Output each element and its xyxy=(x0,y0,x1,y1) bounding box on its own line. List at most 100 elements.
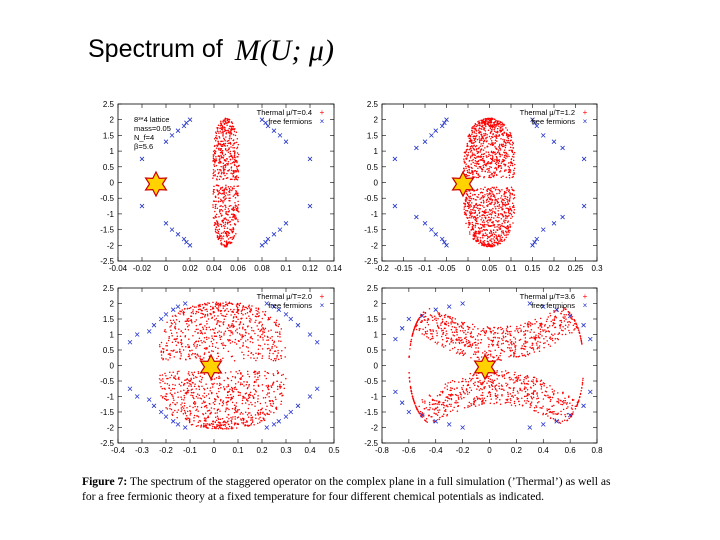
free-fermion-point xyxy=(169,133,175,138)
free-fermion-point xyxy=(295,403,301,409)
thermal-points xyxy=(158,301,287,430)
legend-thermal-marker: + xyxy=(583,108,588,117)
free-fermion-point xyxy=(158,316,164,322)
free-fermion-points xyxy=(393,301,593,430)
free-fermion-point xyxy=(399,400,405,405)
legend-thermal-label: Thermal μ/T=2.0 xyxy=(257,292,312,301)
free-fermion-point xyxy=(271,304,277,309)
y-tick-label: 0.5 xyxy=(367,346,379,355)
x-tick-label: 0 xyxy=(466,264,471,273)
free-fermion-point xyxy=(446,304,452,309)
free-fermion-point xyxy=(271,128,277,133)
x-tick-label: 0.02 xyxy=(182,264,198,273)
free-fermion-point xyxy=(527,301,533,306)
y-tick-label: 1 xyxy=(110,331,115,340)
y-tick-label: -1.5 xyxy=(364,408,378,417)
free-fermion-point xyxy=(169,227,175,232)
star-marker xyxy=(473,353,497,381)
free-fermion-point xyxy=(433,307,439,312)
free-fermion-point xyxy=(460,425,465,430)
legend-thermal-label: Thermal μ/T=0.4 xyxy=(257,108,312,117)
y-tick-label: -1 xyxy=(371,393,379,402)
free-fermion-point xyxy=(587,336,593,342)
free-fermion-point xyxy=(433,232,439,237)
y-tick-label: -1 xyxy=(107,210,115,219)
y-tick-label: 2 xyxy=(110,116,115,125)
y-tick-label: 2 xyxy=(374,116,379,125)
x-tick-label: -0.1 xyxy=(183,446,197,455)
y-tick-label: -2 xyxy=(371,424,379,433)
y-tick-label: -2.5 xyxy=(364,439,378,448)
free-fermion-point xyxy=(146,397,152,402)
plot-frame xyxy=(117,287,335,444)
free-fermion-points xyxy=(392,117,587,248)
legend-free-marker: × xyxy=(320,301,325,310)
caption-label: Figure 7: xyxy=(82,475,128,488)
free-fermion-point xyxy=(314,339,320,345)
y-tick-label: 2.5 xyxy=(103,284,115,293)
x-tick-label: 0.2 xyxy=(511,446,523,455)
slide-title-math: M(U; μ) xyxy=(234,34,334,67)
x-tick-label: 0.05 xyxy=(482,264,498,273)
x-tick-label: 0.8 xyxy=(591,446,603,455)
free-fermion-point xyxy=(175,128,181,133)
x-tick-label: 0.4 xyxy=(304,446,316,455)
free-fermion-point xyxy=(175,232,181,237)
free-fermion-point xyxy=(163,139,169,144)
panel-3: 2.5 2 1.5 1 0.5 0 -0.5 -1 -1.5 -2 -2.5-0.4 -0.3 -0.2… xyxy=(100,284,340,455)
free-fermion-points xyxy=(127,301,320,430)
y-tick-label: 1 xyxy=(374,331,379,340)
y-tick-label: 2.5 xyxy=(103,100,115,109)
free-fermion-point xyxy=(283,139,289,144)
y-tick-label: 0.5 xyxy=(103,163,115,172)
free-fermion-point xyxy=(414,214,419,220)
x-tick-label: 0.04 xyxy=(206,264,222,273)
free-fermion-point xyxy=(295,322,301,328)
y-tick-label: 0.5 xyxy=(103,346,115,355)
info-line: mass=0.05 xyxy=(134,124,171,133)
free-fermion-point xyxy=(587,389,593,395)
free-fermion-point xyxy=(134,332,140,337)
free-fermion-point xyxy=(442,239,447,245)
y-tick-label: 1.5 xyxy=(103,315,115,324)
free-fermion-point xyxy=(420,313,425,319)
y-tick-label: 2.5 xyxy=(367,284,379,293)
x-tick-label: 0.25 xyxy=(568,264,584,273)
y-tick-label: 1.5 xyxy=(367,131,379,140)
free-fermion-point xyxy=(551,221,557,226)
x-tick-label: 0.6 xyxy=(565,446,577,455)
free-fermion-point xyxy=(540,227,546,232)
free-fermion-point xyxy=(264,301,270,306)
free-fermion-point xyxy=(283,414,289,419)
x-tick-label: -0.6 xyxy=(402,446,416,455)
panel-2: 2.5 2 1.5 1 0.5 0 -0.5 -1 -1.5 -2 -2.5-0.2 -0.15 -0.… xyxy=(364,100,603,273)
y-tick-label: 2 xyxy=(110,300,115,309)
panel-1: 2.5 2 1.5 1 0.5 0 -0.5 -1 -1.5 -2 -2.5-0.04 -0.02 0 0… xyxy=(100,100,342,273)
x-tick-label: -0.2 xyxy=(375,264,389,273)
legend-thermal-label: Thermal μ/T=3.6 xyxy=(520,292,575,301)
free-fermion-point xyxy=(307,332,313,337)
free-fermion-point xyxy=(534,123,540,129)
x-tick-label: -0.05 xyxy=(437,264,456,273)
free-fermion-point xyxy=(393,389,398,395)
x-tick-label: 0.3 xyxy=(591,264,603,273)
free-fermion-point xyxy=(127,386,133,392)
free-fermion-point xyxy=(540,304,546,309)
free-fermion-point xyxy=(139,203,145,209)
free-fermion-point xyxy=(581,203,587,209)
y-tick-label: -1.5 xyxy=(100,226,114,235)
free-fermion-point xyxy=(581,156,587,162)
slide-title-text: Spectrum of xyxy=(88,35,223,63)
free-fermion-point xyxy=(263,239,268,245)
x-tick-label: -0.2 xyxy=(159,446,173,455)
free-fermion-point xyxy=(259,117,265,122)
free-fermion-point xyxy=(567,313,573,319)
free-fermion-point xyxy=(277,133,283,138)
free-fermion-point xyxy=(182,425,188,430)
y-tick-label: -1.5 xyxy=(100,408,114,417)
y-tick-label: -0.5 xyxy=(100,377,114,386)
free-fermion-point xyxy=(560,214,565,220)
figure-caption: Figure 7: The spectrum of the staggered … xyxy=(82,474,622,504)
free-fermion-point xyxy=(307,394,313,399)
free-fermion-point xyxy=(560,145,565,151)
